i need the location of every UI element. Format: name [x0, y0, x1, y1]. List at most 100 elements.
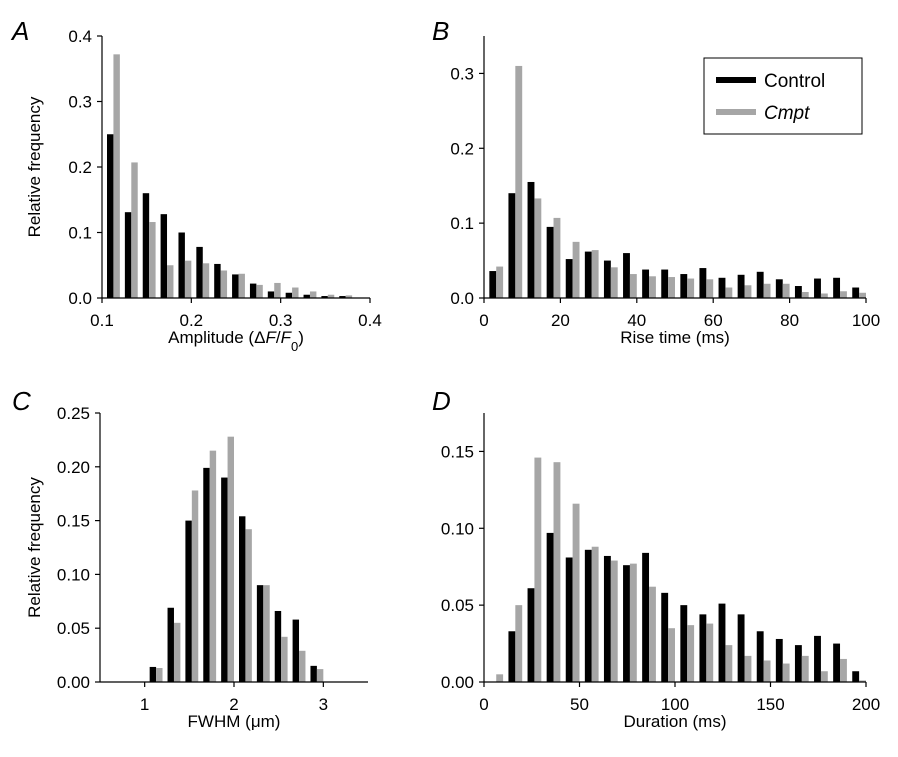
bar-cmpt: [744, 285, 752, 298]
y-tick-label: 0.3: [450, 64, 474, 83]
bar-cmpt: [327, 294, 335, 298]
bar-cmpt: [227, 436, 234, 682]
bar-cmpt: [820, 671, 828, 682]
bar-control: [756, 271, 764, 298]
bar-cmpt: [131, 162, 138, 298]
bar-control: [527, 181, 535, 298]
bar-cmpt: [725, 287, 733, 298]
bar-cmpt: [515, 65, 523, 298]
bar-cmpt: [840, 658, 847, 682]
x-tick-label: 0.3: [269, 311, 293, 330]
bar-control: [603, 555, 611, 682]
bar-control: [584, 251, 592, 298]
legend-label-cmpt: Cmpt: [764, 103, 810, 124]
bar-cmpt: [309, 291, 317, 298]
bar-cmpt: [173, 622, 181, 682]
y-tick-label: 0.10: [57, 565, 90, 584]
bar-control: [775, 638, 783, 682]
y-tick-label: 0.1: [450, 214, 474, 233]
bar-cmpt: [534, 198, 542, 298]
bar-control: [321, 296, 328, 298]
bar-control: [214, 263, 221, 298]
bar-cmpt: [496, 266, 504, 298]
bar-cmpt: [572, 241, 580, 298]
legend: Control Cmpt: [703, 57, 863, 135]
x-axis-label: Rise time (ms): [620, 328, 730, 347]
bar-cmpt: [572, 503, 580, 682]
bar-control: [565, 259, 573, 298]
bar-control: [623, 565, 630, 682]
y-tick-label: 0.1: [68, 224, 92, 243]
x-tick-label: 0.1: [90, 311, 114, 330]
bar-control: [489, 271, 497, 298]
y-tick-label: 0.25: [57, 404, 90, 423]
bar-cmpt: [345, 295, 353, 298]
bar-control: [267, 291, 275, 298]
bar-control: [833, 277, 841, 298]
bar-cmpt: [292, 287, 299, 298]
y-axis-label: Relative frequency: [25, 96, 44, 237]
bar-control: [814, 635, 821, 682]
bar-control: [680, 605, 688, 682]
bar-control: [737, 614, 745, 682]
bar-cmpt: [209, 450, 217, 682]
bar-control: [814, 278, 821, 298]
bar-cmpt: [113, 54, 120, 299]
y-tick-label: 0.05: [441, 596, 474, 615]
bar-control: [833, 643, 841, 682]
bar-cmpt: [591, 546, 599, 682]
x-tick-label: 60: [704, 311, 723, 330]
bar-cmpt: [820, 293, 828, 298]
x-tick-label: 1: [140, 695, 149, 714]
x-tick-label: 20: [551, 311, 570, 330]
bar-cmpt: [534, 457, 542, 682]
bar-control: [124, 212, 132, 298]
bar-control: [239, 516, 246, 682]
y-tick-label: 0.00: [57, 673, 90, 692]
y-tick-label: 0.2: [450, 139, 474, 158]
bar-control: [661, 269, 669, 298]
y-tick-label: 0.3: [68, 93, 92, 112]
bar-cmpt: [725, 645, 733, 682]
x-tick-label: 100: [852, 311, 880, 330]
panel-letter: B: [432, 16, 449, 46]
y-axis-label: Relative frequency: [25, 477, 44, 618]
y-tick-label: 0.2: [68, 158, 92, 177]
panel-letter: D: [432, 386, 451, 416]
bar-cmpt: [610, 267, 618, 298]
bar-cmpt: [859, 680, 866, 682]
x-axis-label: FWHM (μm): [188, 712, 281, 731]
bar-control: [107, 134, 114, 298]
bar-cmpt: [668, 277, 675, 298]
bar-cmpt: [629, 563, 637, 682]
bar-control: [584, 549, 592, 682]
bar-cmpt: [220, 270, 228, 298]
panel-letter: C: [12, 386, 31, 416]
bar-cmpt: [649, 586, 656, 682]
bar-cmpt: [668, 628, 675, 682]
panel-b: B 0.0 0.1 0.2 0.3 0 20 40 60 80 100 Rise time (ms) C…: [432, 16, 880, 347]
bar-control: [160, 214, 168, 298]
x-tick-label: 100: [661, 695, 689, 714]
panel-c: C 0.00 0.05 0.10 0.15 0.20 0.25 1 2 3 FWHM (μm) Rel…: [12, 386, 368, 731]
bar-control: [178, 232, 185, 298]
bar-cmpt: [515, 605, 523, 682]
y-tick-label: 0.15: [441, 442, 474, 461]
bar-control: [852, 671, 860, 682]
bar-control: [167, 607, 174, 682]
bar-cmpt: [274, 282, 281, 298]
bar-cmpt: [496, 674, 504, 682]
bar-cmpt: [801, 292, 809, 298]
bar-control: [203, 467, 210, 682]
bar-cmpt: [782, 663, 790, 682]
bar-control: [310, 665, 317, 682]
bar-cmpt: [649, 276, 656, 298]
y-tick-label: 0.0: [68, 289, 92, 308]
y-tick-label: 0.4: [68, 27, 92, 46]
bar-control: [546, 532, 554, 682]
x-axis-label: Duration (ms): [624, 712, 727, 731]
bar-control: [292, 619, 300, 682]
bar-cmpt: [591, 250, 599, 298]
bar-control: [256, 585, 264, 682]
